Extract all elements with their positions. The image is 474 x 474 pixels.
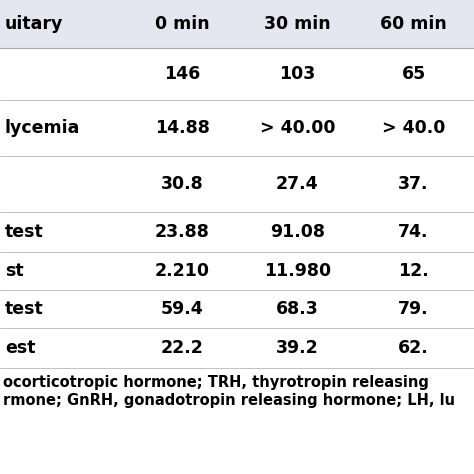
Text: 30 min: 30 min xyxy=(264,15,331,33)
Text: 30.8: 30.8 xyxy=(161,175,204,193)
Text: test: test xyxy=(5,300,44,318)
Text: 22.2: 22.2 xyxy=(161,339,204,357)
Text: 103: 103 xyxy=(279,65,316,83)
Text: 79.: 79. xyxy=(398,300,429,318)
Text: 39.2: 39.2 xyxy=(276,339,319,357)
Text: 59.4: 59.4 xyxy=(161,300,204,318)
Text: 27.4: 27.4 xyxy=(276,175,319,193)
Text: 62.: 62. xyxy=(398,339,429,357)
Text: est: est xyxy=(5,339,36,357)
Text: 11.980: 11.980 xyxy=(264,262,331,280)
Text: ocorticotropic hormone; TRH, thyrotropin releasing: ocorticotropic hormone; TRH, thyrotropin… xyxy=(3,374,429,390)
Text: rmone; GnRH, gonadotropin releasing hormone; LH, lu: rmone; GnRH, gonadotropin releasing horm… xyxy=(3,392,455,408)
Bar xyxy=(0,100,474,156)
Text: uitary: uitary xyxy=(5,15,64,33)
Bar xyxy=(0,290,474,328)
Text: 23.88: 23.88 xyxy=(155,223,210,241)
Text: 2.210: 2.210 xyxy=(155,262,210,280)
Text: test: test xyxy=(5,223,44,241)
Bar xyxy=(0,212,474,252)
Text: > 40.00: > 40.00 xyxy=(260,119,335,137)
Text: 60 min: 60 min xyxy=(380,15,447,33)
Text: lycemia: lycemia xyxy=(5,119,81,137)
Text: 146: 146 xyxy=(164,65,201,83)
Text: 12.: 12. xyxy=(398,262,429,280)
Text: 37.: 37. xyxy=(398,175,429,193)
Bar xyxy=(0,252,474,290)
Text: st: st xyxy=(5,262,24,280)
Text: 0 min: 0 min xyxy=(155,15,210,33)
Bar xyxy=(0,328,474,368)
Text: 14.88: 14.88 xyxy=(155,119,210,137)
Bar xyxy=(0,368,474,420)
Text: 68.3: 68.3 xyxy=(276,300,319,318)
Bar xyxy=(0,48,474,100)
Text: > 40.0: > 40.0 xyxy=(382,119,445,137)
Bar xyxy=(0,0,474,48)
Text: 65: 65 xyxy=(401,65,426,83)
Bar xyxy=(0,156,474,212)
Text: 74.: 74. xyxy=(398,223,429,241)
Text: 91.08: 91.08 xyxy=(270,223,325,241)
